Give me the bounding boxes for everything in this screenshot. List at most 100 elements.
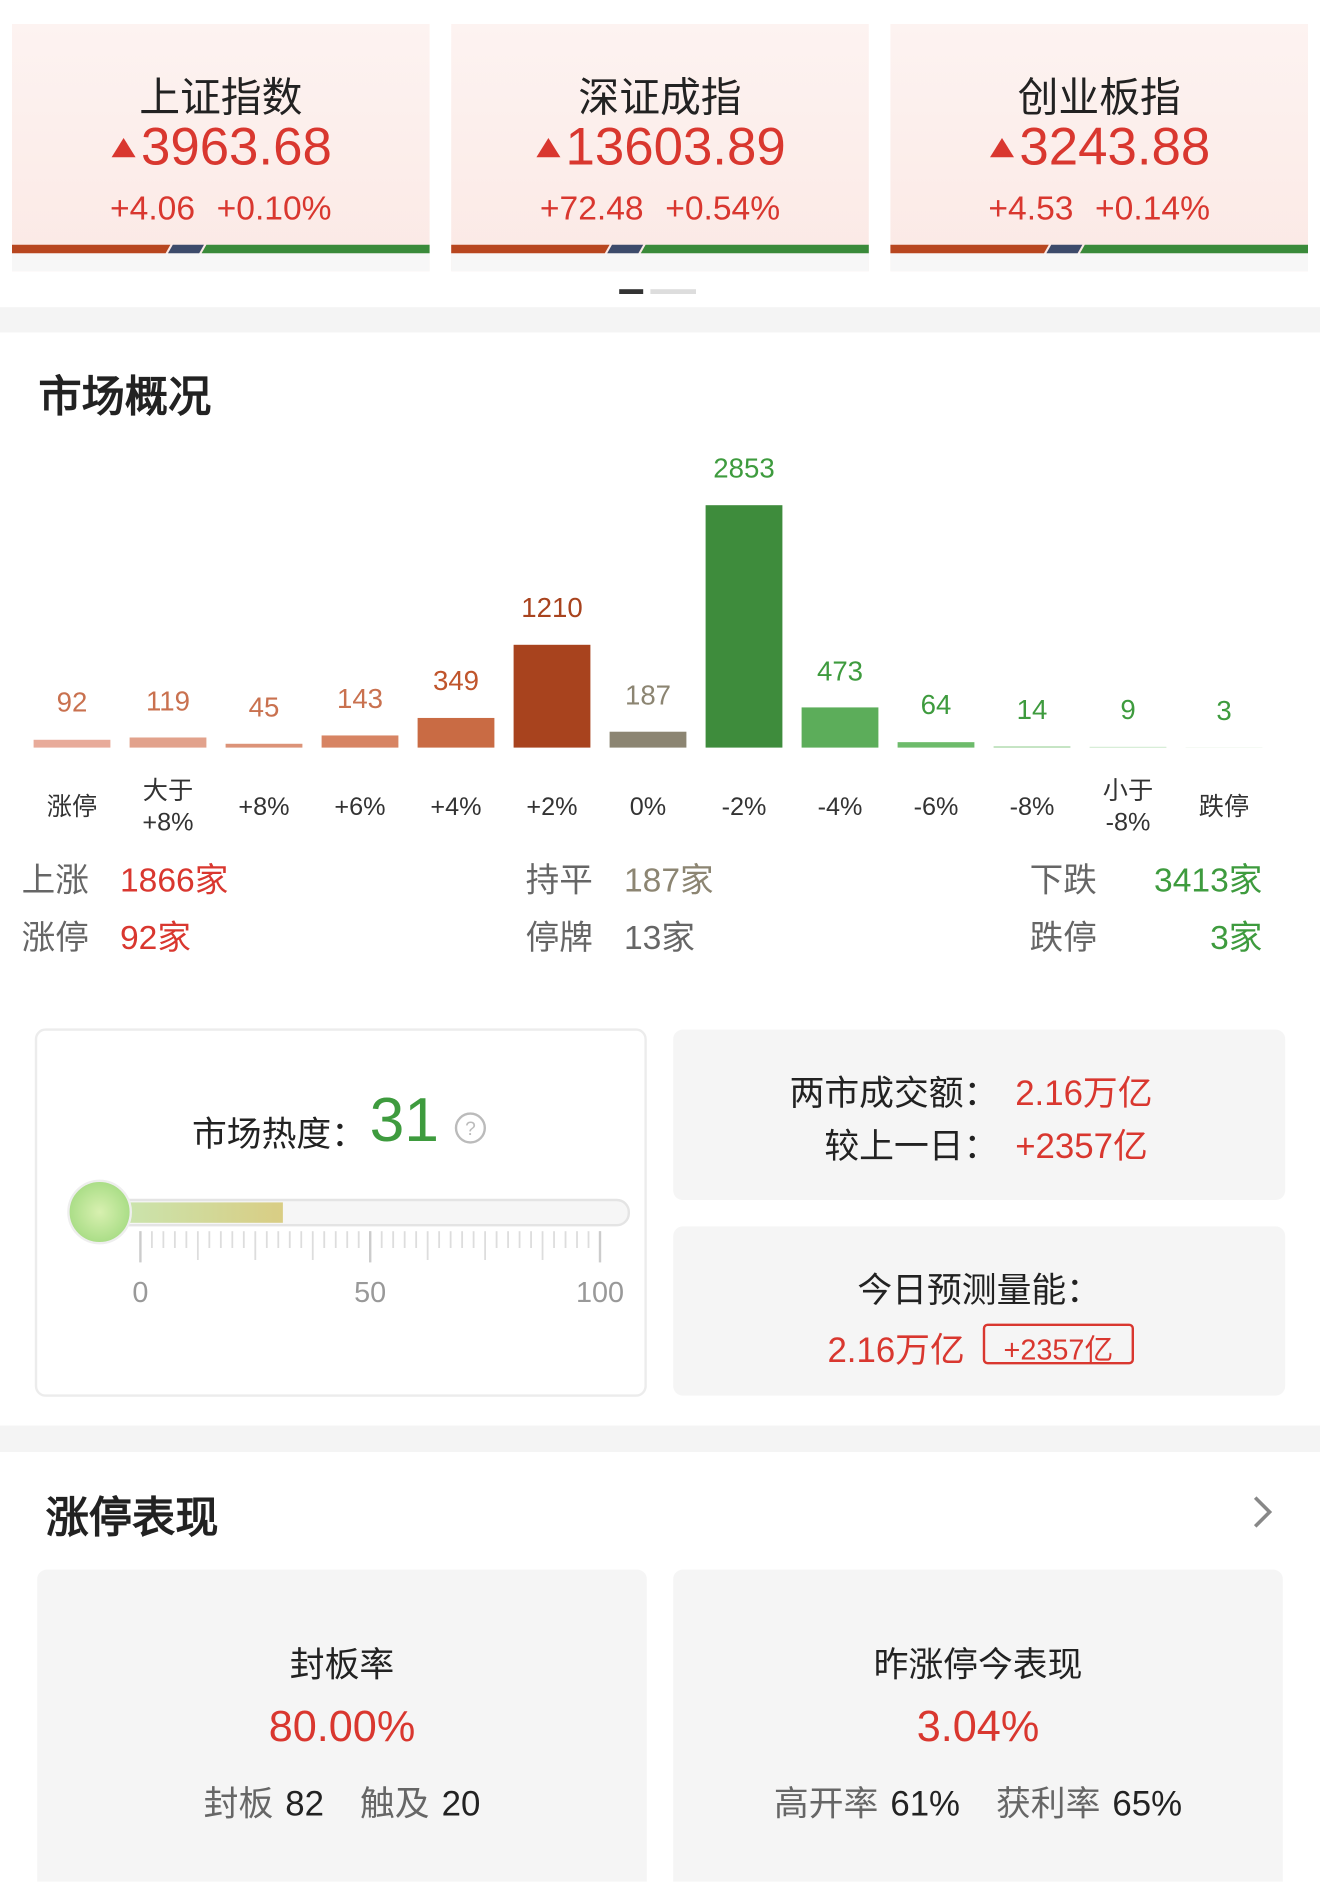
trend-bar — [168, 245, 204, 253]
summary-label: 跌停 — [1030, 912, 1097, 960]
index-name: 深证成指 — [451, 65, 869, 124]
summary-value: 187家 — [624, 854, 714, 902]
index-percent: +0.14% — [1095, 190, 1210, 227]
forecast-value: 2.16万亿 — [827, 1322, 964, 1372]
summary-value: 1866家 — [120, 854, 228, 902]
gauge-knob — [68, 1181, 130, 1243]
value-label: 187 — [588, 679, 708, 711]
tick-label: 50 — [322, 1277, 418, 1311]
chevron[interactable] — [1255, 1498, 1269, 1527]
index-name: 创业板指 — [890, 65, 1308, 124]
category-label: -8% — [979, 778, 1085, 838]
category-label: -6% — [883, 778, 989, 838]
index-card-foot — [451, 253, 869, 271]
heat-value: 31 — [370, 1085, 439, 1157]
summary-label: 下跌 — [1030, 854, 1097, 902]
item-label: 获利率 — [996, 1786, 1100, 1824]
summary-label: 停牌 — [526, 912, 593, 960]
category-label: 小于 -8% — [1075, 778, 1181, 838]
index-value-row: 3963.68 — [12, 118, 430, 178]
category-label: -2% — [691, 778, 797, 838]
bar — [610, 732, 687, 748]
category-label: +2% — [499, 778, 605, 838]
index-value: 3963.68 — [141, 118, 332, 178]
item-value: 65% — [1112, 1786, 1182, 1824]
bar — [514, 645, 591, 748]
index-change-row: +72.48 +0.54% — [451, 190, 869, 228]
trend-bar — [451, 245, 609, 253]
up-arrow — [110, 136, 139, 160]
trend-bar — [607, 245, 643, 253]
heat-label: 市场热度： — [192, 1106, 366, 1156]
trend-bar — [12, 245, 170, 253]
page-dot[interactable] — [650, 289, 696, 294]
item-label: 高开率 — [774, 1786, 878, 1824]
trend-bar — [202, 245, 430, 253]
index-change-row: +4.53 +0.14% — [890, 190, 1308, 228]
index-card-foot — [890, 253, 1308, 271]
index-value: 3243.88 — [1019, 118, 1210, 178]
summary-value: 3413家 — [1154, 854, 1262, 902]
trend-bar — [1046, 245, 1082, 253]
section-title: 市场概况 — [38, 362, 211, 424]
bar — [130, 737, 207, 747]
bar — [706, 505, 783, 747]
bar — [1090, 747, 1167, 748]
index-change: +4.53 — [988, 190, 1073, 227]
up-arrow — [534, 136, 563, 160]
card-title: 昨涨停今表现 — [673, 1637, 1283, 1687]
index-percent: +0.10% — [217, 190, 332, 227]
bar — [418, 718, 495, 748]
tick-label: 100 — [552, 1277, 648, 1311]
bar — [802, 707, 879, 747]
summary-value: 3家 — [1210, 912, 1262, 960]
bar — [994, 746, 1071, 747]
item-value: 61% — [890, 1786, 960, 1824]
item-label: 触及 — [360, 1786, 430, 1824]
category-label: +8% — [211, 778, 317, 838]
index-change: +72.48 — [540, 190, 644, 227]
forecast-label: 今日预测量能： — [673, 1262, 1285, 1312]
card-title: 封板率 — [37, 1637, 647, 1687]
index-percent: +0.54% — [665, 190, 780, 227]
bar — [322, 735, 399, 747]
index-value-row: 3243.88 — [890, 118, 1308, 178]
section-title: 涨停表现 — [46, 1483, 219, 1545]
summary-value: 92家 — [120, 912, 191, 960]
item-value: 82 — [285, 1786, 324, 1824]
index-card-foot — [12, 253, 430, 271]
bar — [226, 744, 303, 748]
divider — [0, 307, 1320, 332]
page-dot[interactable] — [619, 289, 643, 294]
turnover-value: 2.16万亿 — [1015, 1066, 1152, 1116]
index-value: 13603.89 — [565, 118, 785, 178]
value-label: 1210 — [492, 592, 612, 624]
tick-label: 0 — [92, 1277, 188, 1311]
index-name: 上证指数 — [12, 65, 430, 124]
bar — [898, 742, 975, 747]
card-items: 高开率 61% 获利率 65% — [673, 1776, 1283, 1826]
card-value: 80.00% — [37, 1702, 647, 1752]
index-value-row: 13603.89 — [451, 118, 869, 178]
divider — [0, 1426, 1320, 1452]
turnover-label: 两市成交额： — [790, 1066, 999, 1116]
value-label: 3 — [1164, 695, 1284, 727]
card-value: 3.04% — [673, 1702, 1283, 1752]
item-label: 封板 — [204, 1786, 274, 1824]
turnover-value: +2357亿 — [1015, 1118, 1148, 1168]
trend-bar — [641, 245, 869, 253]
item-value: 20 — [442, 1786, 481, 1824]
trend-bar — [1080, 245, 1308, 253]
summary-label: 持平 — [526, 854, 593, 902]
category-label: 涨停 — [19, 778, 125, 838]
bar — [34, 740, 111, 748]
turnover-label: 较上一日： — [824, 1118, 998, 1168]
index-change-row: +4.06 +0.10% — [12, 190, 430, 228]
value-label: 349 — [396, 665, 516, 697]
help-icon[interactable]: ? — [465, 1119, 476, 1140]
summary-label: 涨停 — [22, 912, 89, 960]
index-change: +4.06 — [110, 190, 195, 227]
summary-value: 13家 — [624, 912, 695, 960]
